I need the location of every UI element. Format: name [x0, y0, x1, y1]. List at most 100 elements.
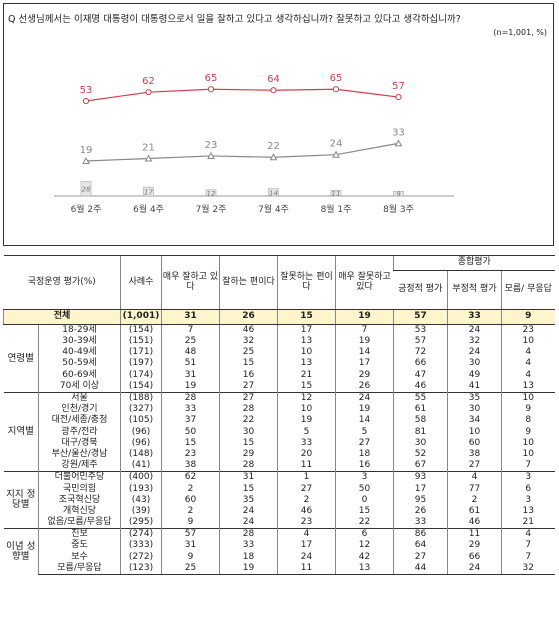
cell-value: 44 [393, 562, 448, 576]
cell-value: 15 [161, 437, 220, 450]
cell-value: 12 [277, 392, 336, 405]
cell-value: 72 [393, 347, 448, 359]
table-row: 없음/모름/무응답 (295) 9 24 23 22 33 46 21 [4, 517, 555, 529]
cell-value: 4 [500, 528, 555, 541]
header-summary: 종합평가 [392, 255, 555, 271]
cell-value: 26 [393, 506, 448, 518]
cell-value: 57 [161, 528, 220, 541]
row-label: 광주/전라 [38, 426, 121, 438]
table-row: 30-39세 (151) 25 32 13 19 57 32 10 [4, 336, 555, 348]
cell-value: 4 [500, 369, 555, 381]
cell-value: 48 [161, 347, 220, 359]
row-label: 진보 [38, 528, 121, 541]
row-label: 대구/경북 [38, 437, 121, 450]
header-very-good: 매우 잘하고 있다 [161, 255, 220, 310]
cell-value: 19 [335, 336, 394, 348]
series-0-point-0 [82, 97, 90, 105]
row-sample: (327) [120, 404, 162, 416]
cell-value: 29 [447, 540, 502, 552]
cell-value: 24 [219, 506, 278, 518]
cell-value: 25 [161, 562, 220, 576]
series-1-point-2 [207, 151, 215, 159]
cell-value: 15 [219, 483, 278, 495]
cell-value: 24 [219, 517, 278, 529]
cell-value: 1 [277, 471, 336, 484]
series-line-0 [85, 88, 399, 102]
cell-value: 7 [161, 324, 220, 337]
cell-value: 3 [335, 471, 394, 484]
cell-value: 24 [447, 324, 502, 337]
cell-value: 15 [277, 380, 336, 393]
cell-value: 29 [335, 369, 394, 381]
cell-value: 28 [219, 528, 278, 541]
row-label: 서울 [38, 392, 121, 405]
cell-value: 22 [219, 415, 278, 427]
cell-value: 31 [161, 540, 220, 552]
header-very-bad: 매우 잘못하고 있다 [335, 255, 394, 310]
cell-value: 27 [335, 437, 394, 450]
cell-value: 18 [335, 449, 394, 461]
cell-value: 33 [393, 517, 448, 529]
group-label: 지역별 [3, 392, 39, 472]
header-category: 국정운영 평가(%) [3, 255, 121, 310]
header-sample: 사례수 [120, 255, 162, 310]
table-row: 대구/경북 (96) 15 15 33 27 30 60 10 [4, 437, 555, 450]
cell-value: 30 [447, 404, 502, 416]
trend-chart: 28 17 12 14 11 9 53 62 65 64 65 57 19 21 23 22 24 33 6월 2주… [54, 73, 454, 215]
bar-3 [268, 188, 279, 197]
row-sample: (1,001) [120, 309, 162, 325]
cell-value: 61 [447, 506, 502, 518]
cell-value: 50 [161, 426, 220, 438]
series-0-point-5 [395, 93, 402, 101]
row-label: 40-49세 [38, 347, 121, 359]
series-0-label-5: 57 [392, 81, 405, 92]
cell-value: 38 [161, 460, 220, 472]
cell-value: 10 [277, 404, 336, 416]
row-sample: (105) [120, 415, 162, 427]
cell-value: 64 [393, 540, 448, 552]
cell-value: 47 [393, 369, 448, 381]
cell-value: 25 [219, 347, 278, 359]
cell-value: 60 [447, 437, 502, 450]
cell-value: 25 [161, 336, 220, 348]
sample-note: (n=1,001, %) [493, 28, 547, 37]
cell-value: 14 [335, 415, 394, 427]
cell-value: 33 [161, 404, 220, 416]
cell-value: 38 [447, 449, 502, 461]
cell-value: 10 [500, 449, 555, 461]
cell-value: 3 [500, 471, 555, 484]
cell-value: 10 [277, 347, 336, 359]
cell-value: 23 [500, 324, 555, 337]
row-label: 조국혁신당 [38, 494, 121, 506]
cell-value: 41 [447, 380, 502, 393]
cell-value: 81 [393, 426, 448, 438]
row-sample: (174) [120, 369, 162, 381]
row-sample: (193) [120, 483, 162, 495]
cell-value: 17 [393, 483, 448, 495]
cell-value: 46 [277, 506, 336, 518]
series-1-label-0: 19 [80, 145, 93, 156]
cell-value: 77 [447, 483, 502, 495]
cell-value: 24 [277, 551, 336, 563]
cell-value: 28 [219, 460, 278, 472]
cell-value: 31 [161, 309, 220, 325]
cell-value: 46 [447, 517, 502, 529]
cell-value: 28 [219, 404, 278, 416]
row-label: 전체 [3, 309, 121, 325]
row-label: 부산/울산/경남 [38, 449, 121, 461]
x-tick-label-5: 8월 3주 [383, 203, 414, 215]
table-row: 연령별 18-29세 (154) 7 46 17 7 53 24 23 [3, 323, 555, 393]
cell-value: 52 [393, 449, 448, 461]
row-sample: (43) [120, 494, 162, 506]
series-0-point-3 [270, 87, 277, 94]
cell-value: 11 [277, 460, 336, 472]
series-1-point-4 [332, 150, 340, 158]
table-row: 60-69세 (174) 31 16 21 29 47 49 4 [4, 369, 555, 381]
cell-value: 13 [500, 380, 555, 393]
row-sample: (123) [120, 562, 162, 576]
table-row: 강원/제주 (41) 38 28 11 16 67 27 7 [4, 460, 555, 472]
cell-value: 17 [335, 358, 394, 370]
cell-value: 29 [219, 449, 278, 461]
cell-value: 8 [500, 415, 555, 427]
cell-value: 9 [161, 551, 220, 563]
